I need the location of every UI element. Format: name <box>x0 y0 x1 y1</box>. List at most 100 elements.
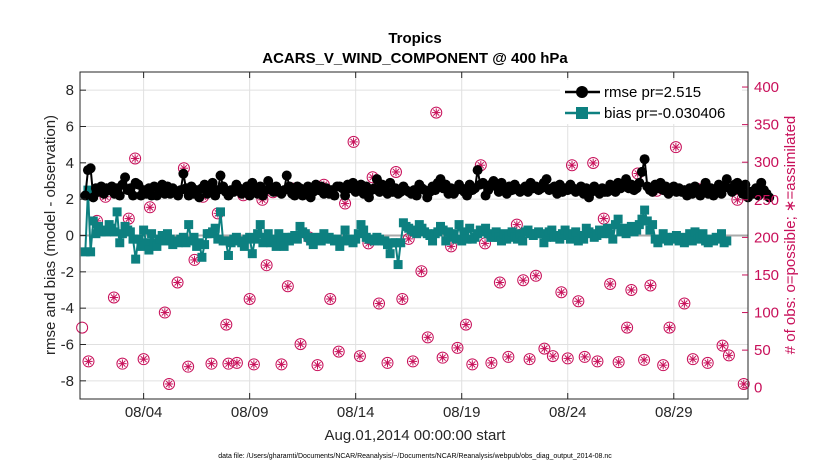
asterisk-stroke <box>297 340 304 348</box>
asterisk-stroke <box>405 235 413 243</box>
asterisk-stroke <box>418 267 425 275</box>
obs-assimilated-point <box>118 359 127 368</box>
asterisk-stroke <box>140 355 147 363</box>
obs-possible-point <box>678 297 691 310</box>
y-tick-label: 0 <box>66 228 74 245</box>
obs-possible-point <box>561 352 574 365</box>
obs-possible-point <box>347 135 360 148</box>
obs-assimilated-point <box>139 354 148 364</box>
obs-assimilated-point <box>525 354 534 364</box>
asterisk-stroke <box>666 324 673 331</box>
bias-point <box>433 227 443 237</box>
obs-assimilated-point <box>665 323 674 332</box>
asterisk-stroke <box>326 295 334 303</box>
obs-possible-point <box>459 318 472 331</box>
bias-point <box>489 232 499 242</box>
bias-point <box>385 249 395 259</box>
obs-possible-point <box>82 355 95 368</box>
obs-possible-point <box>430 106 443 119</box>
obs-possible-point <box>493 276 506 289</box>
obs-possible-point <box>76 321 89 334</box>
bias-point <box>356 220 366 230</box>
asterisk-stroke <box>398 295 406 303</box>
x-axis-label: Aug.01,2014 00:00:00 start <box>325 427 507 444</box>
obs-assimilated-point <box>423 333 432 342</box>
asterisk-stroke <box>574 297 582 305</box>
bias-point <box>271 241 281 251</box>
bias-point <box>133 234 143 244</box>
bias-point <box>465 223 475 233</box>
obs-possible-point <box>517 274 530 287</box>
obs-assimilated-point <box>531 271 541 280</box>
y2-tick-label: 250 <box>754 192 779 209</box>
obs-assimilated-point <box>190 255 199 265</box>
rmse-point <box>764 192 775 203</box>
bias-point <box>573 236 583 246</box>
x-tick-label: 08/14 <box>337 404 375 421</box>
bias-point <box>716 229 726 239</box>
bias-point <box>690 227 700 237</box>
obs-assimilated-point <box>557 288 566 297</box>
obs-possible-point <box>137 353 150 366</box>
bias-point <box>682 234 692 244</box>
bias-point <box>536 229 546 239</box>
asterisk-stroke <box>447 243 455 250</box>
obs-possible-point <box>182 360 195 373</box>
asterisk-stroke <box>119 360 126 368</box>
rmse-point <box>340 190 351 201</box>
rmse-point <box>541 174 552 185</box>
obs-possible-point <box>324 293 337 306</box>
asterisk-stroke <box>564 355 572 362</box>
asterisk-stroke <box>246 295 254 303</box>
obs-possible-point <box>421 331 434 344</box>
asterisk-stroke <box>278 361 285 368</box>
obs-possible-point <box>701 356 714 369</box>
obs-assimilated-point <box>468 360 477 369</box>
bias-point <box>449 229 459 239</box>
asterisk-stroke <box>704 359 712 367</box>
asterisk-stroke <box>640 356 648 364</box>
obs-assimilated-point <box>453 343 462 353</box>
obs-assimilated-point <box>627 285 636 295</box>
obs-assimilated-point <box>160 308 170 317</box>
asterisk-stroke <box>350 138 357 146</box>
bias-point <box>555 234 565 244</box>
bias-point <box>637 214 647 224</box>
bias-point <box>223 250 233 260</box>
bias-point <box>393 260 403 270</box>
legend-bias-label: bias pr=-0.030406 <box>604 105 725 122</box>
obs-possible-point <box>502 350 515 363</box>
asterisk-stroke <box>488 359 495 367</box>
obs-possible-point <box>415 265 428 278</box>
obs-possible-point <box>546 350 559 363</box>
bias-point <box>438 225 448 235</box>
rmse-point <box>215 170 226 181</box>
obs-assimilated-point <box>145 203 155 212</box>
obs-possible-point <box>332 345 345 358</box>
obs-assimilated-point <box>563 354 572 363</box>
chart-title-line1: Tropics <box>388 30 441 47</box>
rmse-point <box>85 163 96 174</box>
rmse-point <box>634 177 645 188</box>
bias-point <box>592 231 602 240</box>
rmse-point <box>721 174 732 185</box>
asterisk-stroke <box>740 380 748 388</box>
obs-possible-point <box>353 350 366 363</box>
axes: 08/04 08/09 08/14 08/19 08/24 08/29 8 6 4 2 0 -2 -4 -… <box>61 72 779 421</box>
bias-point <box>632 225 642 235</box>
bias-point <box>215 207 225 217</box>
bias-point <box>451 234 461 244</box>
asterisk-stroke <box>165 380 173 388</box>
obs-possible-point <box>529 269 542 282</box>
obs-possible-point <box>373 297 386 310</box>
bias-point <box>295 221 305 231</box>
obs-possible-point <box>230 356 243 369</box>
bias-point <box>441 236 451 246</box>
obs-assimilated-point <box>540 344 549 353</box>
obs-assimilated-point <box>622 323 632 332</box>
asterisk-stroke <box>589 159 597 167</box>
asterisk-stroke <box>568 161 576 169</box>
obs-assimilated-point <box>548 351 558 361</box>
asterisk-stroke <box>184 363 192 371</box>
bias-point <box>608 234 618 244</box>
